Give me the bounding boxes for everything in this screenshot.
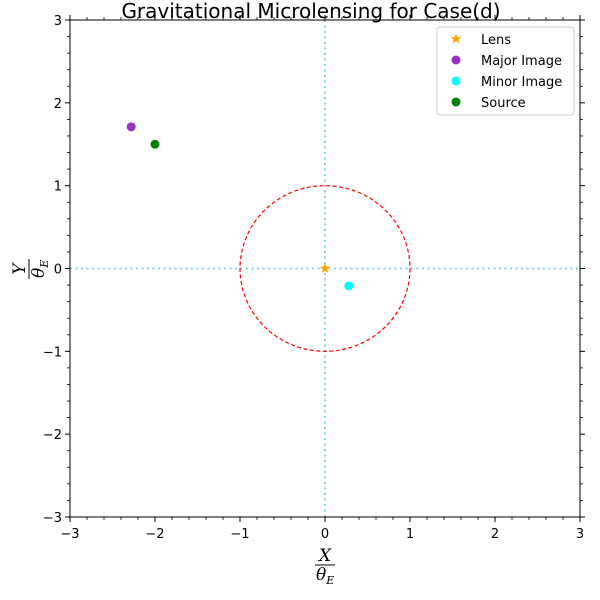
legend-label-lens: Lens: [481, 33, 511, 48]
axis-ticks-layer: −3 −2 −1 0 1 2 3 −3 −2 −1 0 1 2 3: [43, 14, 585, 542]
x-tick-label: −3: [60, 527, 79, 542]
x-axis-label-denominator: θE: [316, 565, 334, 587]
y-tick-label: −2: [43, 428, 62, 443]
x-tick-label: −1: [230, 527, 249, 542]
legend: Lens Major Image Minor Image Source: [436, 26, 575, 116]
legend-marker-major-image: [451, 55, 461, 65]
y-tick-label: 0: [54, 263, 62, 278]
y-tick-label: 2: [54, 97, 62, 112]
x-tick-label: 2: [491, 527, 499, 542]
y-tick-label: −3: [43, 511, 62, 526]
einstein-ring-layer: [239, 185, 411, 352]
legend-label-source: Source: [481, 96, 526, 111]
x-tick-label: 1: [406, 527, 414, 542]
x-tick-label: 3: [576, 527, 584, 542]
x-tick-label: 0: [321, 527, 329, 542]
y-tick-label: 1: [54, 180, 62, 195]
y-axis-label-numerator: Y: [10, 262, 30, 275]
y-tick-label: 3: [54, 14, 62, 29]
major-image-point: [126, 122, 136, 132]
minor-image-point: [344, 281, 354, 291]
y-tick-label: −1: [43, 345, 62, 360]
x-axis-label: X θE: [315, 546, 335, 587]
y-axis-label-denominator: θE: [29, 260, 51, 278]
legend-label-major-image: Major Image: [481, 54, 562, 69]
y-axis-label: Y θE: [10, 259, 51, 279]
data-points-layer: [126, 122, 354, 291]
source-point: [150, 139, 160, 149]
legend-marker-minor-image: [451, 76, 461, 86]
chart-title: Gravitational Microlensing for Case(d): [121, 0, 500, 23]
legend-marker-source: [451, 97, 461, 107]
legend-label-minor-image: Minor Image: [481, 75, 562, 90]
x-tick-label: −2: [145, 527, 164, 542]
legend-box: [436, 26, 575, 116]
lens-point: [319, 263, 331, 273]
einstein-ring: [239, 185, 411, 352]
legend-marker-lens: [450, 33, 462, 44]
legend-entries: Lens Major Image Minor Image Source: [450, 33, 562, 111]
x-axis-label-numerator: X: [317, 546, 332, 566]
